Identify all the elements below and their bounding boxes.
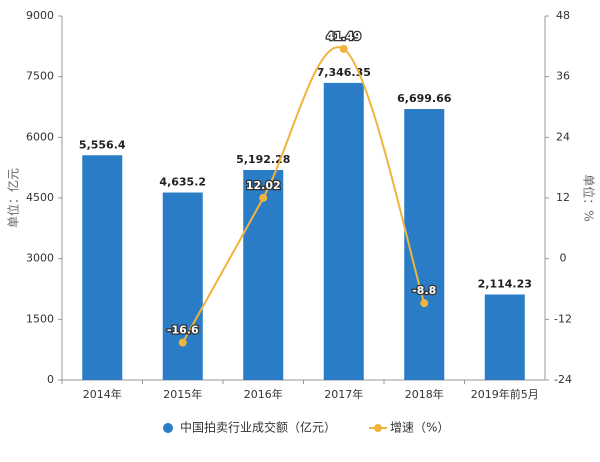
line-point xyxy=(259,193,268,202)
legend-swatch xyxy=(163,423,173,433)
y-tick-label: 9000 xyxy=(26,9,54,22)
bar xyxy=(404,109,445,380)
value-label: 5,192.28 xyxy=(236,153,290,166)
line-point xyxy=(420,299,429,308)
y-tick-label: 0 xyxy=(47,373,54,386)
bar xyxy=(243,170,284,380)
line-label: 12.02 xyxy=(246,179,281,192)
value-label: 2,114.23 xyxy=(478,277,532,290)
value-label: 7,346.35 xyxy=(317,66,371,79)
x-tick-label: 2018年 xyxy=(405,387,444,401)
legend-label: 增速（%） xyxy=(390,421,449,435)
y2-tick-label: 0 xyxy=(560,252,567,265)
y2-tick-label: -24 xyxy=(554,373,572,386)
y-tick-label: 1500 xyxy=(26,312,54,325)
y2-axis-label: 单位：% xyxy=(582,174,597,221)
line-label: -8.8 xyxy=(412,284,436,297)
bar xyxy=(323,82,364,381)
line xyxy=(181,46,426,344)
x-tick-label: 2017年 xyxy=(324,387,363,401)
y2-tick-label: 48 xyxy=(556,9,570,22)
value-label: 5,556.4 xyxy=(79,138,126,151)
bar xyxy=(162,192,203,380)
line-point xyxy=(178,338,187,347)
line-point xyxy=(339,44,348,53)
value-label: 4,635.2 xyxy=(159,176,206,189)
y-axis-label: 单位：亿元 xyxy=(6,168,21,228)
bar xyxy=(484,294,525,380)
line-label: -16.6 xyxy=(167,324,199,337)
y2-tick-label: 36 xyxy=(556,70,570,83)
y2-tick-label: 12 xyxy=(556,191,570,204)
line-label: 41.49 xyxy=(326,30,361,43)
x-tick-label: 2015年 xyxy=(163,387,202,401)
x-tick-label: 2019年前5月 xyxy=(471,387,539,401)
legend-label: 中国拍卖行业成交额（亿元） xyxy=(180,420,336,435)
bar xyxy=(82,155,123,380)
y2-tick-label: -12 xyxy=(554,312,572,325)
y-tick-label: 6000 xyxy=(26,130,54,143)
legend-swatch xyxy=(374,424,383,432)
x-tick-label: 2016年 xyxy=(244,387,283,401)
x-tick-label: 2014年 xyxy=(83,387,122,401)
y-tick-label: 7500 xyxy=(26,70,54,83)
y-tick-label: 3000 xyxy=(26,252,54,265)
value-label: 6,699.66 xyxy=(397,92,452,105)
y-tick-label: 4500 xyxy=(26,191,54,204)
y2-tick-label: 24 xyxy=(556,130,570,143)
